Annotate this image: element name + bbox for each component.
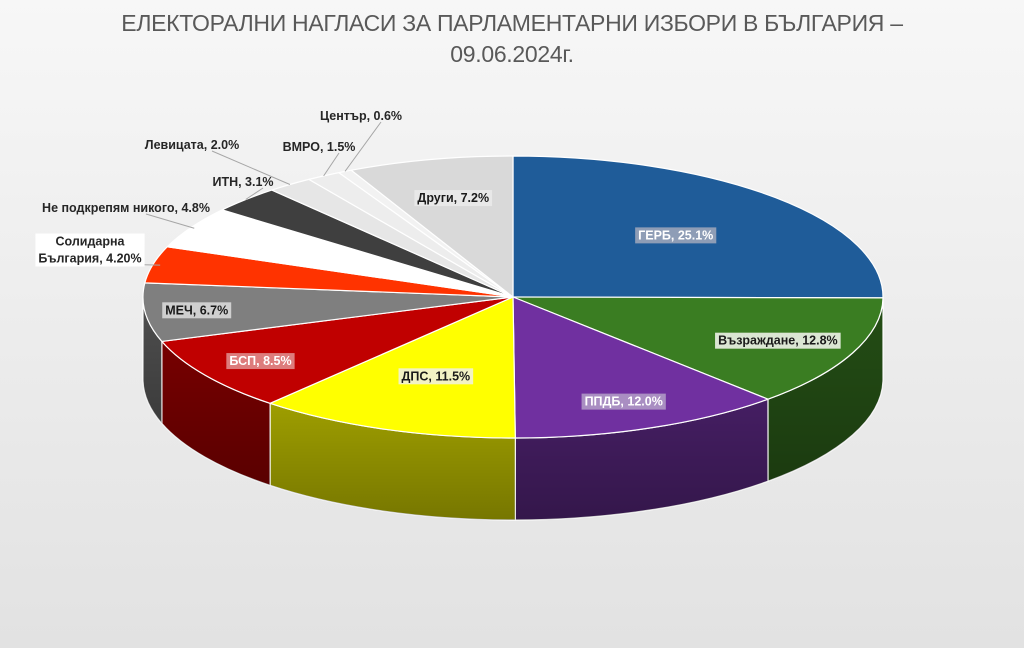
pie-labels: ГЕРБ, 25.1% Възраждане, 12.8% ППДБ, 12.0% Д… <box>35 109 841 410</box>
pie-side-shade-mech <box>143 297 162 424</box>
data-label-box-mech <box>162 302 232 319</box>
pie-side-shade-vazrazhdane <box>767 297 883 482</box>
data-label-box-solidarna-bulgaria <box>35 233 145 267</box>
data-label-tsentar: Център, 0.6% <box>320 109 402 123</box>
pie-slice-gerb <box>512 155 884 299</box>
pie-tops <box>142 155 884 439</box>
pie-slice-bsp <box>161 296 514 404</box>
data-label-levitsata: Левицата, 2.0% <box>145 138 239 152</box>
data-label-dps: ДПС, 11.5% <box>402 369 471 383</box>
pie-side-shade-bsp <box>161 341 271 486</box>
data-label-box-dps <box>398 368 474 385</box>
data-label-box-ppdb <box>581 393 666 410</box>
data-label-ppdb: ППДБ, 12.0% <box>585 395 663 409</box>
data-label-box-bsp <box>226 353 295 370</box>
leader-line-ne-podkrepyam-nikogo <box>145 213 195 229</box>
data-label-gerb: ГЕРБ, 25.1% <box>638 228 713 242</box>
chart-subtitle: 09.06.2024г. <box>450 41 574 67</box>
leader-line-levitsata <box>211 150 291 185</box>
data-label-solidarna-bulgaria: Солидарна България, 4.20% <box>38 235 141 266</box>
leader-line-itn <box>245 187 264 200</box>
pie-sides <box>142 296 884 521</box>
pie-slice-vazrazhdane <box>512 296 884 400</box>
data-label-bsp: БСП, 8.5% <box>229 354 291 368</box>
data-label-box-drugi <box>414 190 493 207</box>
pie-side-shade-dps <box>270 403 516 521</box>
leader-line-tsentar <box>344 121 382 172</box>
pie-side-shade-ppdb <box>515 399 768 520</box>
data-label-vmro: ВМРО, 1.5% <box>283 140 356 154</box>
pie-slice-mech <box>142 282 514 343</box>
data-label-box-vazrazhdane <box>715 332 841 349</box>
pie-slice-ppdb <box>512 296 769 439</box>
data-label-ne-podkrepyam-nikogo: Не подкрепям никого, 4.8% <box>42 201 210 215</box>
data-label-drugi: Други, 7.2% <box>417 191 489 205</box>
chart-title: ЕЛЕКТОРАЛНИ НАГЛАСИ ЗА ПАРЛАМЕНТАРНИ ИЗБ… <box>0 8 1024 70</box>
leader-line-vmro <box>323 152 340 177</box>
data-label-mech: МЕЧ, 6.7% <box>165 303 228 317</box>
pie-slice-dps <box>269 296 516 439</box>
data-label-vazrazhdane: Възраждане, 12.8% <box>718 334 838 348</box>
data-label-itn: ИТН, 3.1% <box>212 175 273 189</box>
data-label-box-gerb <box>635 227 717 244</box>
chart-title-line: ЕЛЕКТОРАЛНИ НАГЛАСИ ЗА ПАРЛАМЕНТАРНИ ИЗБ… <box>121 10 903 36</box>
